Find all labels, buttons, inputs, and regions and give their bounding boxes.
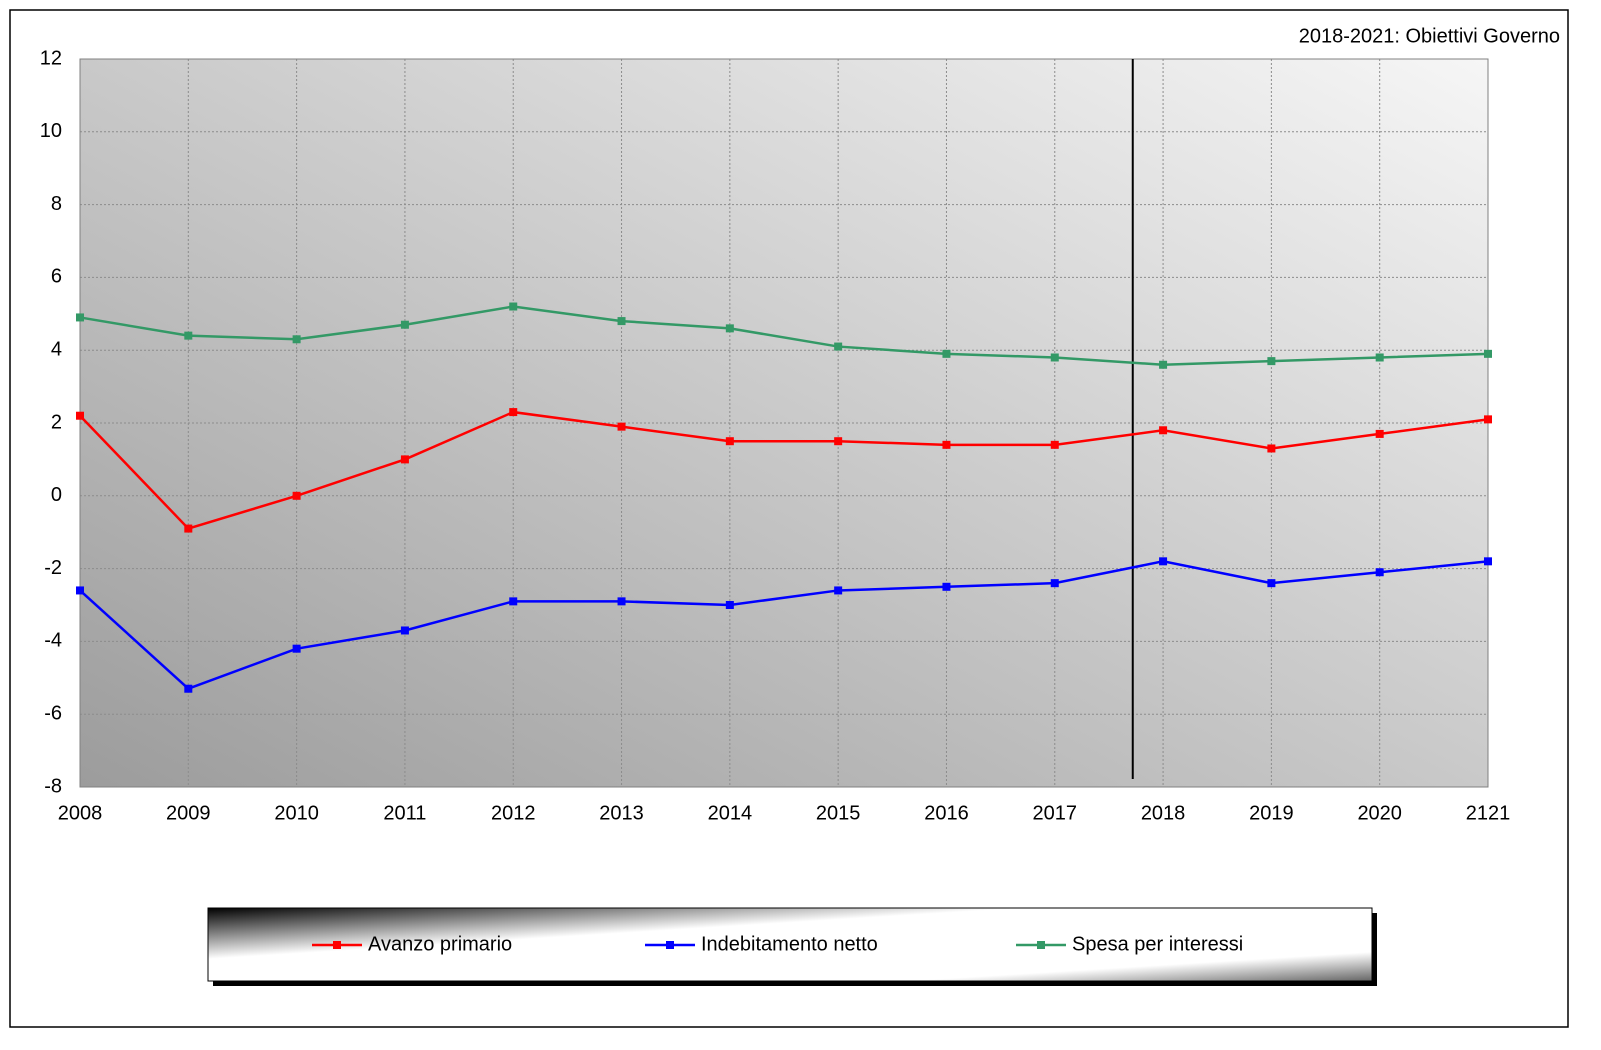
data-point (400, 626, 409, 635)
data-point (834, 437, 843, 446)
x-tick-label: 2020 (1357, 802, 1402, 824)
data-point (76, 411, 84, 420)
data-point (1484, 349, 1492, 358)
x-tick-label: 2009 (166, 802, 211, 824)
x-tick-label: 2018 (1141, 802, 1186, 824)
x-tick-label: 2011 (383, 802, 426, 824)
annotation: 2018-2021: Obiettivi Governo (1299, 25, 1560, 47)
y-tick-label: -4 (44, 630, 62, 652)
data-point (942, 349, 951, 358)
series-line (79, 305, 1489, 367)
data-point (1375, 429, 1384, 438)
data-point (184, 331, 193, 340)
data-point (292, 644, 301, 653)
data-point (1267, 579, 1276, 588)
data-point (617, 422, 626, 431)
data-point (942, 440, 951, 449)
x-tick-label: 2013 (599, 802, 644, 824)
data-point (184, 524, 193, 533)
data-point (1375, 568, 1384, 577)
x-tick-label: 2121 (1466, 802, 1511, 824)
data-point (292, 491, 301, 500)
y-tick-label: -6 (44, 702, 62, 724)
data-point (1159, 360, 1168, 369)
data-point (1050, 579, 1059, 588)
data-point (1050, 440, 1059, 449)
data-point (725, 324, 734, 333)
legend (207, 907, 1373, 982)
data-point (1159, 557, 1168, 566)
y-tick-label: 10 (40, 120, 62, 142)
data-point (725, 601, 734, 609)
legend-label: Avanzo primario (368, 933, 512, 955)
data-point (292, 335, 301, 344)
data-point (725, 437, 734, 446)
data-point (617, 597, 626, 606)
data-point (942, 582, 951, 591)
data-point (400, 455, 409, 464)
x-tick-label: 2015 (816, 802, 861, 824)
x-tick-label: 2010 (274, 802, 319, 824)
legend-label: Indebitamento netto (701, 933, 878, 955)
data-point (1267, 357, 1276, 366)
data-point (1484, 557, 1492, 566)
data-point (1267, 444, 1276, 453)
data-point (509, 597, 518, 606)
legend-marker (333, 941, 341, 949)
y-tick-label: 2 (51, 411, 62, 433)
y-tick-label: -2 (44, 557, 62, 579)
x-tick-label: 2019 (1249, 802, 1294, 824)
y-tick-label: 4 (51, 338, 62, 360)
legend-label: Spesa per interessi (1072, 933, 1243, 955)
y-tick-label: 12 (40, 47, 62, 69)
legend-marker (666, 941, 674, 949)
legend-marker (1037, 941, 1045, 949)
data-point (617, 317, 626, 326)
data-point (1375, 353, 1384, 362)
data-point (76, 586, 84, 595)
series-line (79, 410, 1489, 530)
x-tick-label: 2017 (1033, 802, 1078, 824)
series-line (79, 560, 1489, 691)
data-point (400, 320, 409, 329)
y-tick-label: 8 (51, 193, 62, 215)
data-point (1159, 426, 1168, 435)
x-tick-label: 2012 (491, 802, 536, 824)
data-point (1050, 353, 1059, 362)
x-tick-label: 2014 (708, 802, 753, 824)
data-point (509, 302, 518, 311)
y-tick-label: -8 (44, 775, 62, 797)
y-tick-label: 6 (51, 266, 62, 288)
data-point (509, 408, 518, 417)
x-tick-label: 2008 (58, 802, 103, 824)
data-point (834, 342, 843, 351)
data-point (834, 586, 843, 595)
x-tick-label: 2016 (924, 802, 969, 824)
data-point (1484, 415, 1492, 424)
data-point (76, 313, 84, 322)
data-point (184, 684, 193, 693)
y-tick-label: 0 (51, 484, 62, 506)
